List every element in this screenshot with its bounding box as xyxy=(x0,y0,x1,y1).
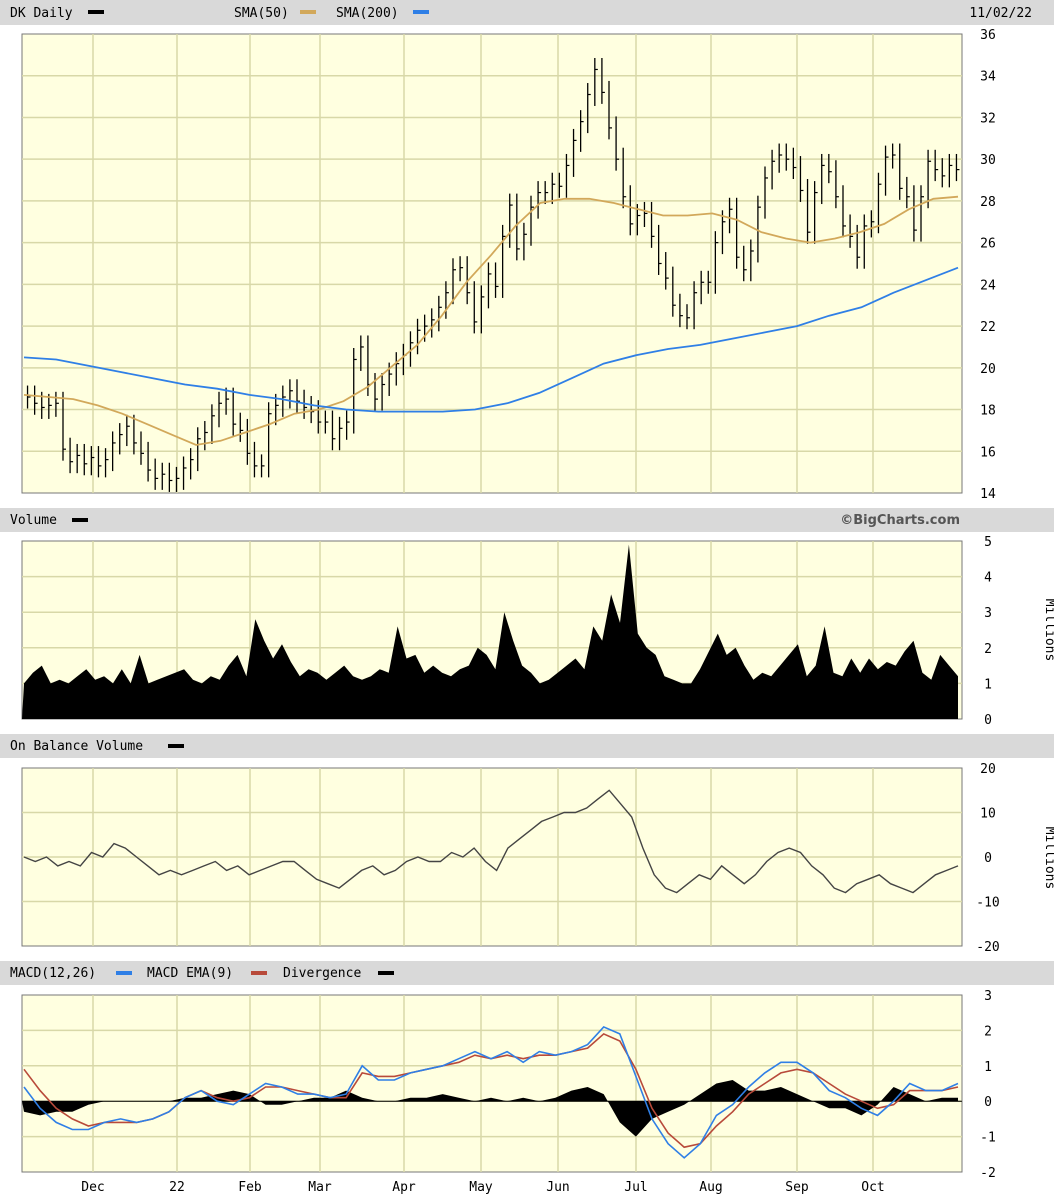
price-header-bar xyxy=(0,0,1054,25)
divergence-label: Divergence xyxy=(283,966,361,981)
price-y-tick-label: 26 xyxy=(980,237,996,252)
volume-y-tick-label: 1 xyxy=(984,677,992,692)
price-y-tick-label: 22 xyxy=(980,320,996,335)
price-y-tick-label: 18 xyxy=(980,404,996,419)
divergence-area xyxy=(22,1080,958,1137)
macd-y-tick-label: 2 xyxy=(984,1024,992,1039)
obv-line xyxy=(23,789,959,894)
price-y-tick-label: 28 xyxy=(980,195,996,210)
macd-header-bar xyxy=(0,961,1054,985)
macd-y-tick-label: 0 xyxy=(984,1095,992,1110)
plot-layer: 141618202224262830323436012345-20-100102… xyxy=(21,28,1000,1195)
volume-legend-swatch xyxy=(72,518,88,522)
price-y-tick-label: 34 xyxy=(980,70,996,85)
x-tick-label: Apr xyxy=(392,1180,416,1195)
macd-y-tick-label: -1 xyxy=(980,1131,996,1146)
volume-y-tick-label: 3 xyxy=(984,606,992,621)
price-plot-area xyxy=(21,33,963,494)
x-tick-label: 22 xyxy=(169,1180,185,1195)
macd-ema-label: MACD EMA(9) xyxy=(147,966,233,981)
volume-y-tick-label: 0 xyxy=(984,713,992,728)
macd-label: MACD(12,26) xyxy=(10,966,96,981)
on_balance_volume-y-tick-label: 20 xyxy=(980,762,996,777)
price-y-tick-label: 36 xyxy=(980,28,996,43)
on_balance_volume-y-tick-label: 0 xyxy=(984,851,992,866)
sma50-line xyxy=(23,195,959,446)
macd-plot-area xyxy=(21,994,963,1173)
x-tick-label: Jun xyxy=(546,1180,569,1195)
volume-header-bar xyxy=(0,508,1054,532)
on_balance_volume-y-tick-label: 10 xyxy=(980,807,996,822)
macd-line xyxy=(23,1025,959,1159)
x-tick-label: Feb xyxy=(238,1180,262,1195)
sma200-line xyxy=(23,266,959,413)
x-tick-label: Dec xyxy=(81,1180,104,1195)
volume-units-label: Millions xyxy=(1042,599,1054,662)
price-y-tick-label: 24 xyxy=(980,278,996,293)
volume-y-tick-label: 2 xyxy=(984,642,992,657)
macd-ema-legend-swatch xyxy=(251,971,267,975)
sma200-legend-label: SMA(200) xyxy=(336,6,399,21)
obv-header-bar xyxy=(0,734,1054,758)
macd-y-tick-label: 1 xyxy=(984,1060,992,1075)
obv-legend-swatch xyxy=(168,744,184,748)
divergence-legend-swatch xyxy=(378,971,394,975)
price-y-tick-label: 32 xyxy=(980,111,996,126)
macd-y-tick-label: -2 xyxy=(980,1166,996,1181)
sma50-legend-swatch xyxy=(300,10,316,14)
on_balance_volume-y-tick-label: -20 xyxy=(976,940,999,955)
ticker-legend-swatch xyxy=(88,10,104,14)
sma50-legend-label: SMA(50) xyxy=(234,6,289,21)
bigcharts-watermark: ©BigCharts.com xyxy=(840,513,960,528)
price-y-tick-label: 14 xyxy=(980,487,996,502)
volume-y-tick-label: 4 xyxy=(984,571,992,586)
sma200-legend-swatch xyxy=(413,10,429,14)
ticker-label: DK Daily xyxy=(10,6,73,21)
volume-area xyxy=(22,544,958,719)
x-tick-label: Mar xyxy=(308,1180,332,1195)
x-tick-label: Jul xyxy=(624,1180,647,1195)
macd-y-tick-label: 3 xyxy=(984,989,992,1004)
price-y-tick-label: 16 xyxy=(980,445,996,460)
volume-y-tick-label: 5 xyxy=(984,535,992,550)
price-y-tick-label: 30 xyxy=(980,153,996,168)
header-date: 11/02/22 xyxy=(969,6,1032,21)
volume-label: Volume xyxy=(10,513,57,528)
on_balance_volume-y-tick-label: -10 xyxy=(976,896,999,911)
price-y-tick-label: 20 xyxy=(980,362,996,377)
x-tick-label: May xyxy=(469,1180,493,1195)
obv-label: On Balance Volume xyxy=(10,739,143,754)
obv-units-label: Millions xyxy=(1042,827,1054,890)
x-tick-label: Oct xyxy=(861,1180,884,1195)
macd-legend-swatch xyxy=(116,971,132,975)
x-tick-label: Sep xyxy=(785,1180,809,1195)
x-tick-label: Aug xyxy=(699,1180,722,1195)
